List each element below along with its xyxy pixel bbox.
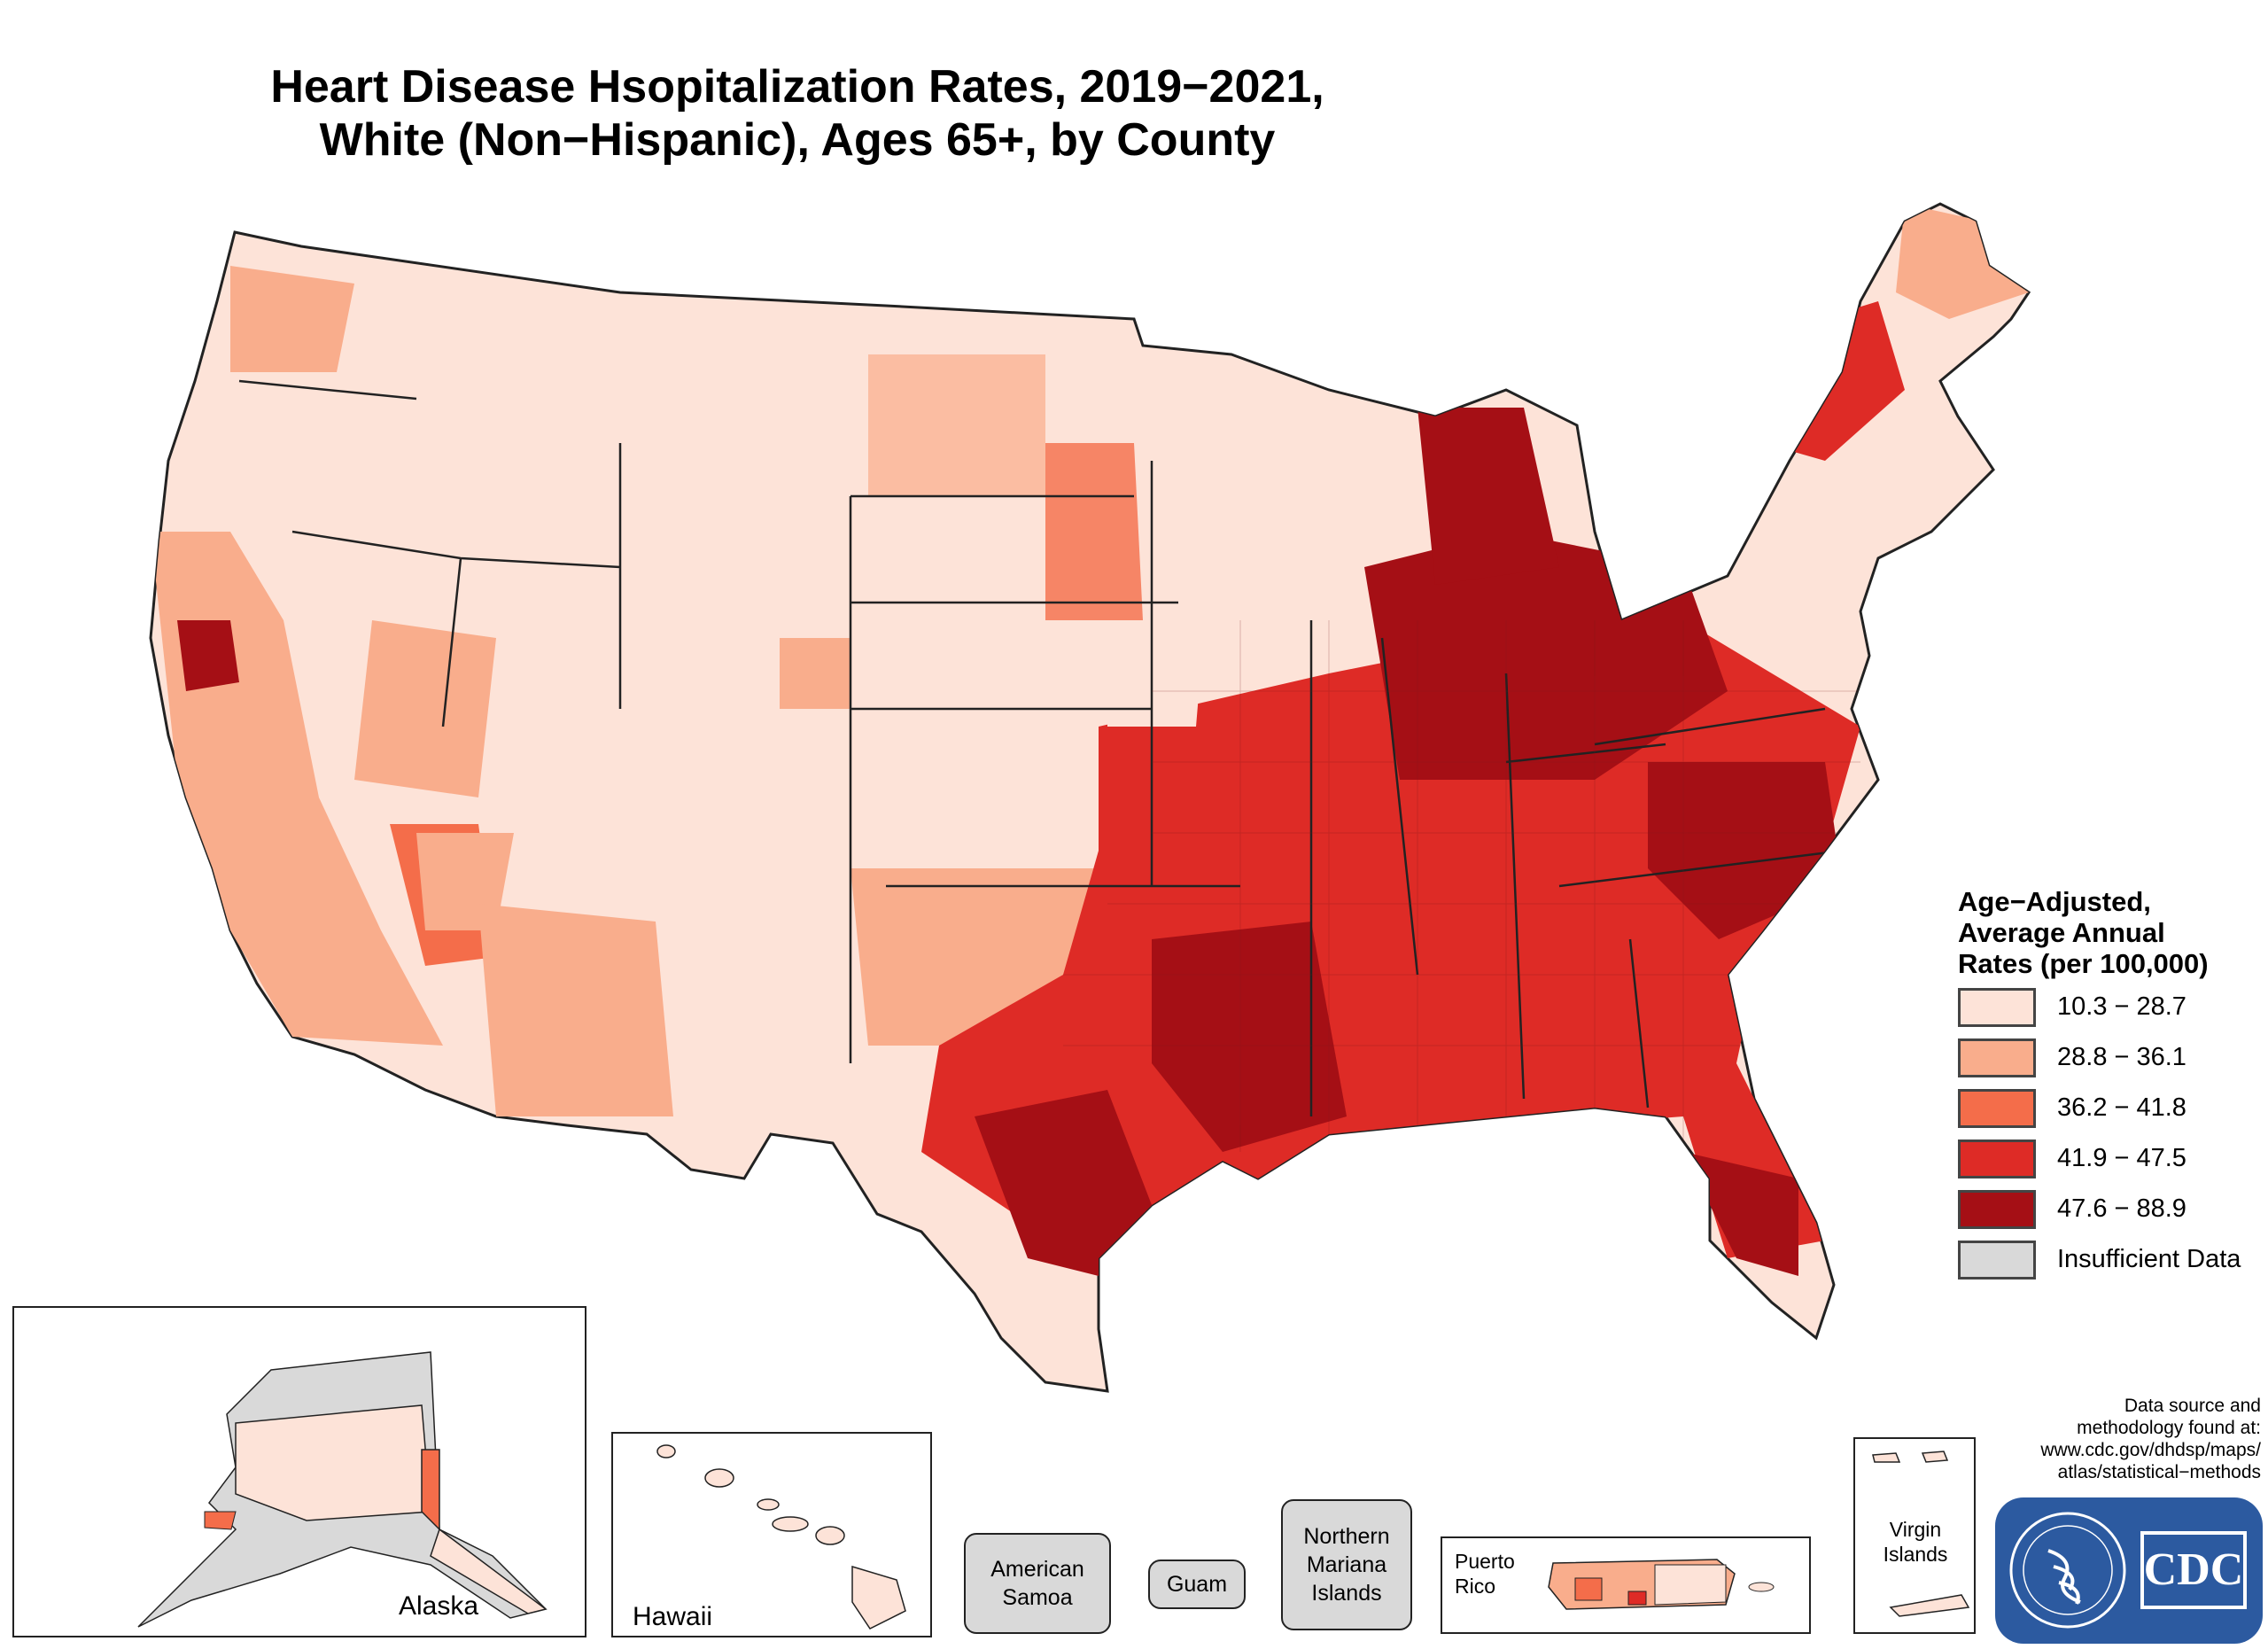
legend-swatch (1958, 1140, 2036, 1178)
state-boundaries (238, 379, 1844, 1116)
arizona-region (478, 904, 673, 1116)
legend-label: Insufficient Data (2057, 1245, 2241, 1273)
legend-swatch (1958, 1038, 2036, 1077)
iowa-light-region (1107, 620, 1205, 727)
legend-label: 10.3 − 28.7 (2057, 992, 2186, 1021)
eastern-high-rate-region (921, 620, 1860, 1258)
pacific-northwest-region (230, 266, 354, 372)
alaska-map (137, 1351, 548, 1628)
puerto-rico-inset: Puerto Rico (1441, 1536, 1811, 1634)
michigan-hotspot (1418, 408, 1559, 585)
guam-label: Guam (1166, 1572, 1228, 1597)
northern-mariana-label: Northern Mariana Islands (1303, 1524, 1390, 1606)
hawaii-map (656, 1444, 906, 1630)
alaska-label: Alaska (399, 1591, 479, 1621)
east-texas-hotspot (975, 1090, 1152, 1276)
legend-label: 41.9 − 47.5 (2057, 1144, 2186, 1172)
hawaii-label: Hawaii (633, 1602, 713, 1631)
source-url-line: www.cdc.gov/dhdsp/maps/ (2040, 1440, 2261, 1460)
alaska-inset: Alaska (12, 1306, 586, 1637)
source-line: methodology found at: (2077, 1418, 2261, 1438)
county-lines (1063, 620, 1860, 1152)
legend-label: 28.8 − 36.1 (2057, 1043, 2186, 1071)
legend-label: 36.2 − 41.8 (2057, 1093, 2186, 1122)
cdc-logo-text: CDC (2143, 1544, 2244, 1595)
virgin-islands-label: Virgin Islands (1883, 1518, 1948, 1566)
legend-swatch (1958, 1190, 2036, 1229)
guam-box: Guam (1148, 1560, 1246, 1609)
minnesota-region (1045, 443, 1143, 620)
arkansas-louisiana-hotspot (1152, 922, 1347, 1152)
source-line: Data source and (2124, 1396, 2261, 1416)
northern-mariana-box: Northern Mariana Islands (1281, 1499, 1412, 1630)
northern-plains-region (868, 354, 1045, 496)
nevada-region (354, 620, 496, 797)
map-title-line-1: Heart Disease Hsopitalization Rates, 201… (270, 61, 1324, 113)
puerto-rico-label: Puerto Rico (1455, 1550, 1515, 1598)
colorado-patch (780, 638, 850, 709)
legend-title-line-3: Rates (per 100,000) (1958, 948, 2209, 979)
cdc-hhs-logo: CDC (1995, 1497, 2263, 1644)
hawaii-inset: Hawaii (611, 1432, 932, 1637)
legend-title-line-1: Age−Adjusted, (1958, 886, 2151, 917)
legend-swatch (1958, 1241, 2036, 1280)
legend-swatch (1958, 1089, 2036, 1128)
virgin-islands-map (1872, 1451, 1970, 1617)
data-source-note: Data source and methodology found at: ww… (2040, 1395, 2261, 1483)
florida-hotspot (1683, 1152, 1798, 1276)
source-url-line: atlas/statistical−methods (2057, 1462, 2261, 1482)
legend-title-line-2: Average Annual (1958, 917, 2165, 948)
american-samoa-label: American Samoa (990, 1557, 1084, 1610)
virgin-islands-inset: Virgin Islands (1853, 1437, 1976, 1634)
american-samoa-box: American Samoa (964, 1533, 1111, 1634)
map-title-line-2: White (Non−Hispanic), Ages 65+, by Count… (319, 114, 1276, 166)
hhs-seal-icon (2009, 1512, 2247, 1629)
legend-swatch (1958, 988, 2036, 1027)
maine-region (1896, 204, 2029, 319)
puerto-rico-map (1548, 1559, 1775, 1610)
california-central-hotspot (177, 620, 239, 691)
legend-label: 47.6 − 88.9 (2057, 1194, 2186, 1223)
